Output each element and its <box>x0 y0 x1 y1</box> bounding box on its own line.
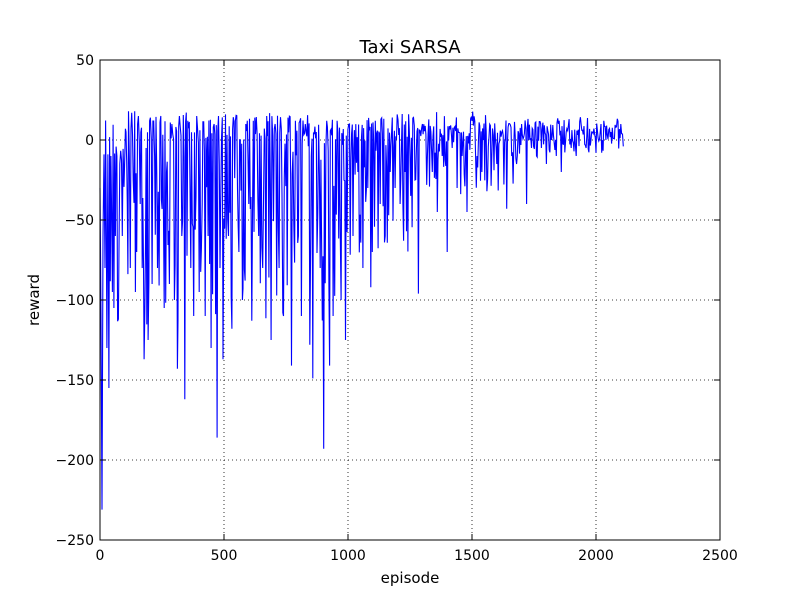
x-axis-label: episode <box>381 569 440 587</box>
series-line <box>99 111 624 510</box>
x-tick-label: 0 <box>96 548 105 564</box>
y-tick-label: 0 <box>85 133 94 149</box>
y-tick-label: −150 <box>56 373 94 389</box>
y-axis-label: reward <box>25 274 43 326</box>
x-tick-label: 500 <box>211 548 238 564</box>
y-tick-label: −250 <box>56 533 94 549</box>
y-tick-label: −50 <box>64 213 94 229</box>
chart-title: Taxi SARSA <box>358 37 461 58</box>
plot-area: 0 500 1000 1500 2000 2500 −250 −200 −150 −100 −50 0… <box>56 53 738 564</box>
x-tick-label: 1000 <box>330 548 366 564</box>
y-tick-label: −200 <box>56 453 94 469</box>
y-tick-label: −100 <box>56 293 94 309</box>
x-tick-label: 2000 <box>578 548 614 564</box>
x-tick-label: 2500 <box>702 548 738 564</box>
y-tick-label: 50 <box>76 53 94 69</box>
x-tick-label: 1500 <box>454 548 490 564</box>
